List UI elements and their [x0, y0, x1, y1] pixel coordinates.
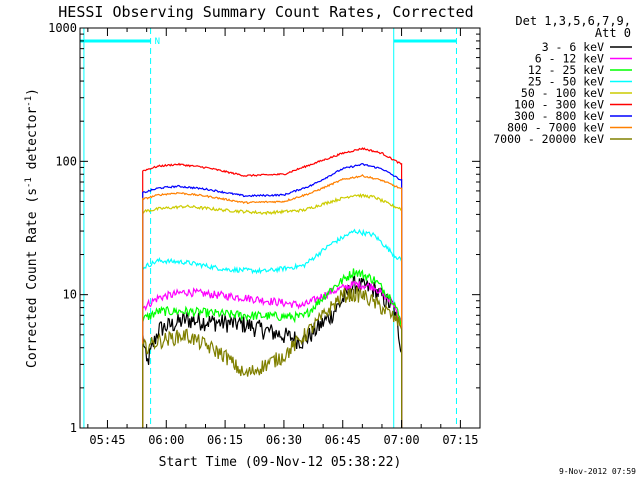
night-label: N: [155, 37, 160, 47]
legend-header-line2: Att 0: [595, 26, 631, 40]
legend-label: 800 - 7000 keV: [507, 121, 604, 135]
x-axis-label: Start Time (09-Nov-12 05:38:22): [159, 455, 402, 470]
legend-label: 50 - 100 keV: [521, 86, 604, 100]
x-tick-label: 06:30: [266, 433, 302, 447]
legend-label: 3 - 6 keV: [542, 40, 604, 54]
y-tick-label: 1: [70, 421, 77, 435]
y-axis-label-end: ): [25, 88, 40, 96]
legend-label: 7000 - 20000 keV: [493, 132, 604, 146]
series-line-2: [142, 268, 403, 428]
legend-label: 100 - 300 keV: [514, 98, 604, 112]
chart-title: HESSI Observing Summary Count Rates, Cor…: [58, 3, 473, 21]
y-axis-label-main: Corrected Count Rate (s: [25, 188, 40, 368]
x-tick-label: 06:45: [325, 433, 361, 447]
timestamp: 9-Nov-2012 07:59: [559, 467, 636, 476]
series-line-4: [142, 193, 403, 428]
series-layer: [142, 147, 403, 428]
y-axis-label: Corrected Count Rate (s-1 detector-1): [24, 88, 40, 368]
y-tick-label: 10: [63, 288, 77, 302]
legend-label: 6 - 12 keV: [535, 52, 604, 66]
y-axis-label-sup1: -1: [24, 177, 34, 188]
x-tick-label: 05:45: [89, 433, 125, 447]
y-tick-label: 100: [55, 154, 77, 168]
x-tick-label: 07:00: [384, 433, 420, 447]
series-line-1: [142, 280, 403, 428]
x-tick-label: 07:15: [442, 433, 478, 447]
axes-layer: 05:45 06:00 06:15 06:30 06:45 07:00 07:15 1 10 10…: [48, 21, 481, 447]
series-line-8: [142, 286, 403, 428]
y-axis-label-sup2: -1: [24, 96, 34, 107]
x-tick-label: 06:15: [207, 433, 243, 447]
series-line-3: [142, 228, 403, 428]
legend-header-line1: Det 1,3,5,6,7,9,: [515, 14, 631, 28]
legend-label: 12 - 25 keV: [528, 63, 604, 77]
series-line-7: [142, 174, 403, 428]
plot-frame: [79, 27, 481, 429]
y-axis-label-mid: detector: [25, 107, 40, 178]
series-line-6: [142, 162, 403, 428]
night-markers: N: [80, 28, 457, 428]
y-tick-label: 1000: [48, 21, 77, 35]
x-tick-label: 06:00: [148, 433, 184, 447]
series-line-5: [142, 147, 403, 428]
legend-label: 300 - 800 keV: [514, 109, 604, 123]
legend-label: 25 - 50 keV: [528, 75, 604, 89]
